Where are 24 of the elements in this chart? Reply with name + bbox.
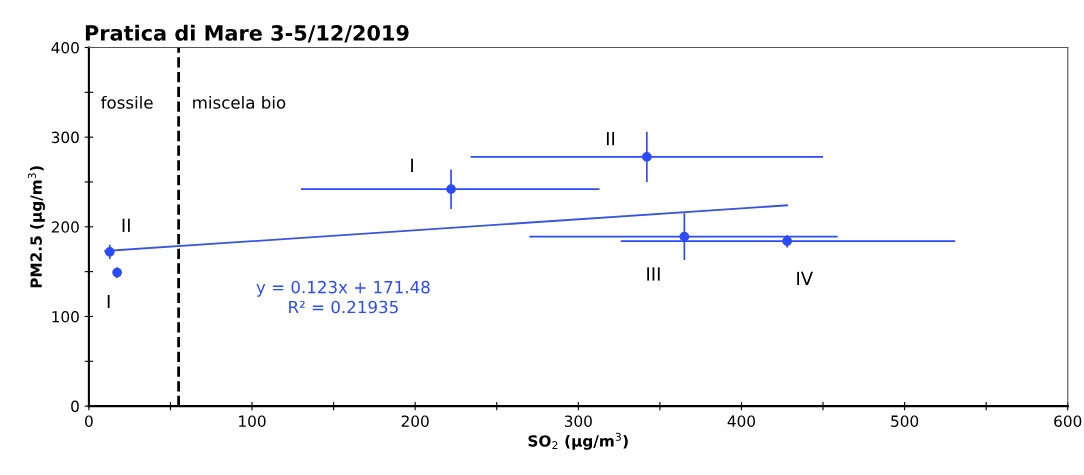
y-tick-label: 200 — [51, 221, 79, 233]
y-tick-label: 0 — [71, 400, 79, 413]
annotation: II — [122, 218, 130, 232]
annotation: fossile — [101, 95, 153, 109]
x-tick-label: 0 — [85, 415, 93, 427]
annotation: I — [411, 158, 413, 172]
y-tick-label: 100 — [52, 310, 79, 323]
x-axis-title: SO$_{2}$ (µg/m$^{3}$) — [528, 432, 628, 450]
annotation: II — [606, 132, 615, 146]
annotation: I — [107, 294, 110, 309]
x-tick-label: 500 — [891, 415, 919, 427]
annotation: IV — [797, 271, 813, 286]
x-tick-label: 100 — [239, 415, 266, 427]
y-axis-title: PM2.5 (µg/m$^{3}$) — [27, 166, 45, 288]
annotation: III — [647, 267, 660, 281]
chart-title: Pratica di Mare 3-5/12/2019 — [85, 24, 409, 43]
x-tick-label: 200 — [401, 415, 429, 427]
x-tick-label: 300 — [564, 415, 592, 427]
x-tick-label: 400 — [727, 415, 756, 427]
y-tick-label: 400 — [51, 41, 79, 54]
x-tick-label: 600 — [1054, 415, 1082, 427]
annotation: y = 0.123x + 171.48 R² = 0.21935 — [256, 280, 430, 314]
y-tick-label: 300 — [51, 131, 79, 144]
annotation: miscela bio — [193, 95, 286, 109]
